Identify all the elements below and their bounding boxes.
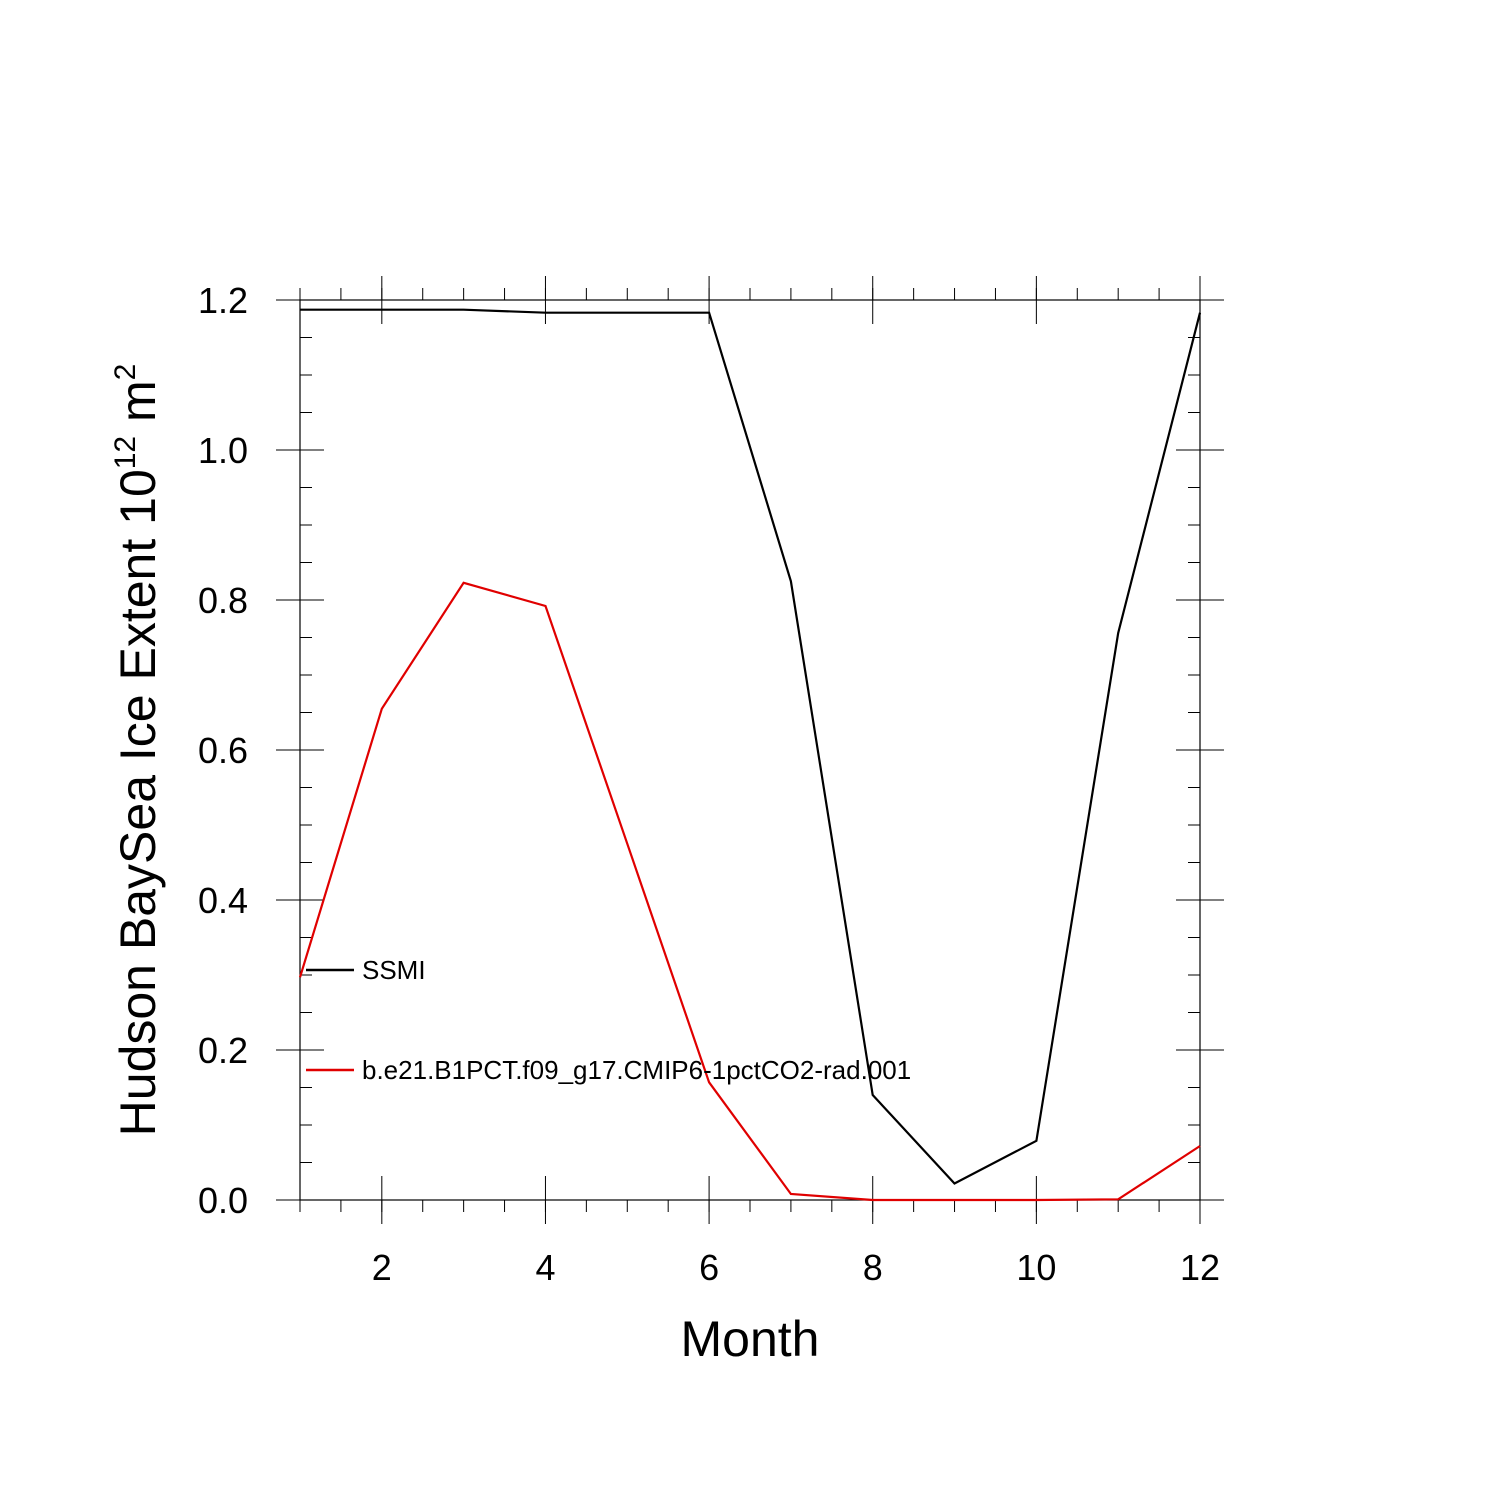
x-tick-labels: 2 4 6 8 10 12 [372, 1247, 1220, 1288]
y-axis-title-unit-exponent: 2 [109, 364, 142, 381]
x-tick-label: 12 [1180, 1247, 1220, 1288]
series-line-ssmi [300, 308, 1202, 1185]
legend-label-model: b.e21.B1PCT.f09_g17.CMIP6-1pctCO2-rad.00… [362, 1055, 911, 1085]
series-line-model [298, 581, 1201, 1202]
x-tick-label: 8 [863, 1247, 883, 1288]
y-tick-label: 0.2 [198, 1030, 248, 1071]
x-tick-label: 4 [535, 1247, 555, 1288]
series-layer [298, 308, 1202, 1202]
y-tick-label: 1.2 [198, 280, 248, 321]
x-tick-label: 6 [699, 1247, 719, 1288]
y-tick-label: 1.0 [198, 430, 248, 471]
y-tick-labels: 0.0 0.2 0.4 0.6 0.8 1.0 1.2 [198, 280, 248, 1221]
legend-label-ssmi: SSMI [362, 955, 426, 985]
y-axis-title-main: Hudson BaySea Ice Extent 10 [110, 469, 166, 1136]
y-axis-title: Hudson BaySea Ice Extent 1012 m2 [109, 364, 166, 1137]
y-axis-title-exponent: 12 [109, 436, 142, 469]
y-tick-label: 0.8 [198, 580, 248, 621]
y-axis-title-unit: m [110, 380, 166, 436]
x-axis-title: Month [681, 1311, 820, 1367]
y-tick-label: 0.6 [198, 730, 248, 771]
plot-frame [299, 299, 1201, 1201]
legend: SSMI b.e21.B1PCT.f09_g17.CMIP6-1pctCO2-r… [306, 955, 911, 1085]
x-tick-label: 2 [372, 1247, 392, 1288]
y-tick-label: 0.0 [198, 1180, 248, 1221]
x-tick-label: 10 [1016, 1247, 1056, 1288]
y-tick-label: 0.4 [198, 880, 248, 921]
